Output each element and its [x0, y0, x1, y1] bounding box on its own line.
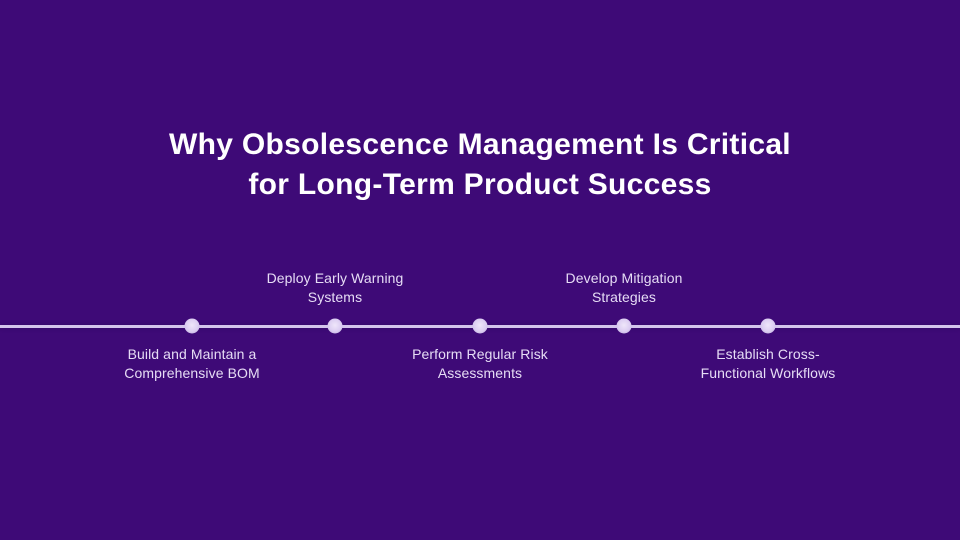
timeline-label: Build and Maintain a Comprehensive BOM [92, 345, 292, 383]
timeline-label: Develop Mitigation Strategies [524, 269, 724, 307]
timeline-dot [327, 318, 343, 334]
timeline-label-line: Assessments [437, 365, 523, 381]
timeline-label-line: Develop Mitigation [565, 270, 683, 286]
timeline-label-line: Deploy Early Warning [266, 270, 404, 286]
timeline-label-line: Systems [307, 289, 363, 305]
slide-title-line2: for Long-Term Product Success [248, 168, 712, 201]
timeline-label-line: Establish Cross- [716, 346, 820, 362]
timeline-label-line: Functional Workflows [700, 365, 836, 381]
slide-title-line1: Why Obsolescence Management Is Critical [169, 128, 791, 161]
timeline-label-line: Strategies [591, 289, 657, 305]
timeline-label-line: Comprehensive BOM [124, 365, 260, 381]
slide-title: Why Obsolescence Management Is Critical … [0, 125, 960, 205]
timeline-dot [472, 318, 488, 334]
timeline-dot [760, 318, 776, 334]
timeline-label-line: Perform Regular Risk [412, 346, 548, 362]
timeline-dot [184, 318, 200, 334]
timeline-dot [616, 318, 632, 334]
timeline-label: Deploy Early Warning Systems [235, 269, 435, 307]
timeline-label: Perform Regular Risk Assessments [380, 345, 580, 383]
timeline-label: Establish Cross- Functional Workflows [668, 345, 868, 383]
timeline-label-line: Build and Maintain a [127, 346, 257, 362]
